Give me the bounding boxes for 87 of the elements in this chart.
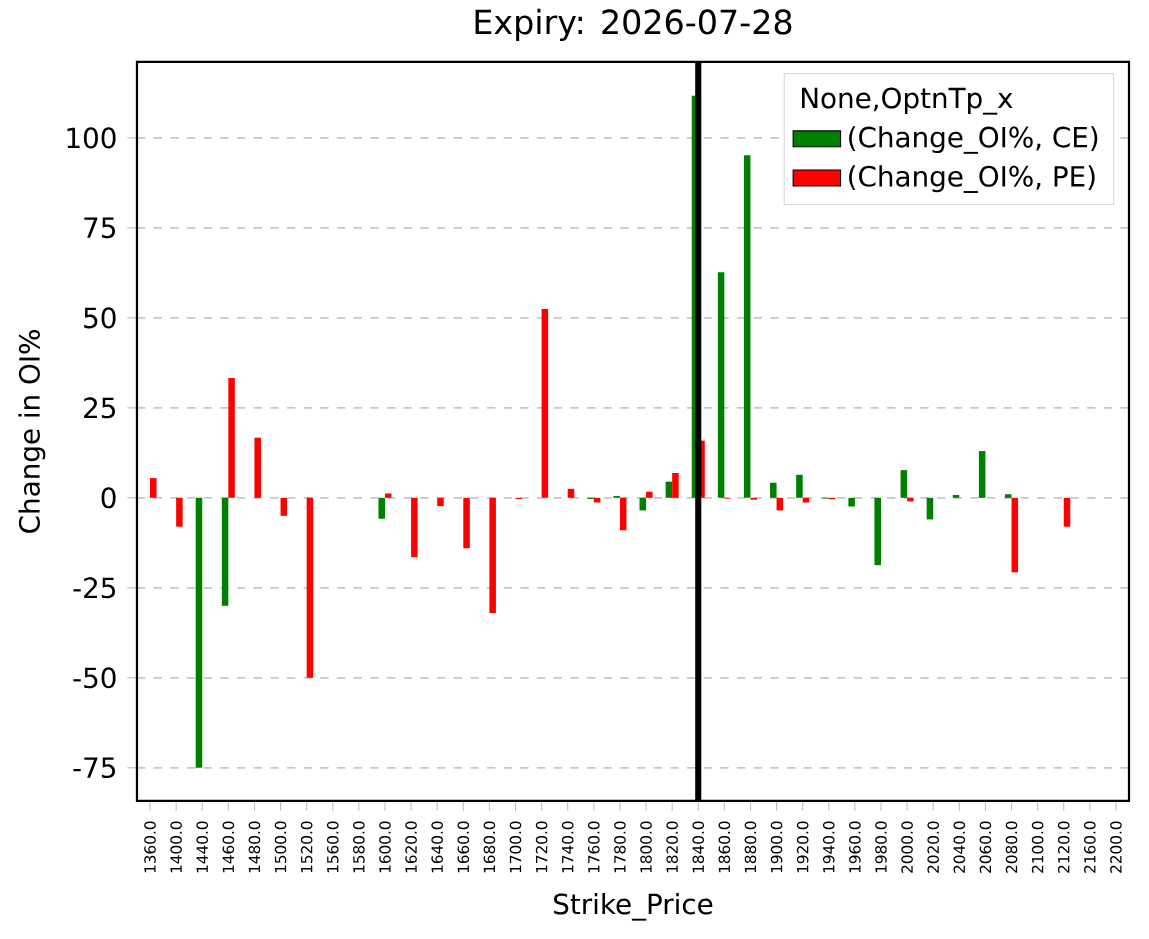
x-tick-label: 1920.0 bbox=[796, 821, 809, 873]
bar bbox=[306, 497, 314, 678]
bar bbox=[646, 491, 653, 498]
x-tick-label: 1760.0 bbox=[588, 821, 600, 873]
x-tick-label: 1780.0 bbox=[614, 821, 626, 873]
x-tick-label: 1700.0 bbox=[509, 821, 522, 873]
x-tick-label: 1940.0 bbox=[822, 821, 835, 873]
y-tick-label: 100 bbox=[67, 127, 116, 149]
x-tick-label: 1660.0 bbox=[457, 821, 470, 873]
x-tick-label: 1800.0 bbox=[640, 821, 652, 873]
bar bbox=[195, 497, 203, 768]
chart-title: Expiry: 2026-07-28 bbox=[475, 8, 792, 42]
y-tick-label: -25 bbox=[73, 577, 115, 599]
x-tick-label: 2200.0 bbox=[1110, 821, 1122, 873]
x-axis-title: Strike_Price bbox=[554, 892, 713, 921]
bar bbox=[411, 497, 418, 558]
bar bbox=[619, 497, 627, 531]
x-tick-label: 1500.0 bbox=[274, 821, 287, 873]
bar bbox=[672, 473, 679, 498]
x-tick-label: 1740.0 bbox=[561, 821, 574, 873]
x-tick-label: 2040.0 bbox=[953, 821, 966, 873]
bar bbox=[1011, 497, 1019, 573]
y-axis-title: Change in OI% bbox=[18, 330, 46, 533]
x-tick-label: 1600.0 bbox=[379, 821, 391, 873]
bar bbox=[802, 497, 810, 503]
bar bbox=[796, 474, 803, 498]
bar bbox=[489, 497, 496, 614]
x-tick-label: 1400.0 bbox=[170, 821, 182, 873]
bar bbox=[221, 497, 229, 606]
bar bbox=[770, 482, 777, 498]
x-tick-label: 2060.0 bbox=[979, 821, 992, 873]
x-tick-label: 1520.0 bbox=[300, 821, 313, 873]
x-tick-label: 1680.0 bbox=[483, 821, 496, 873]
x-tick-label: 2020.0 bbox=[927, 821, 939, 873]
y-tick-label: 0 bbox=[101, 487, 116, 509]
bar bbox=[384, 493, 392, 498]
y-tick-label: 50 bbox=[84, 307, 116, 329]
x-tick-label: 1360.0 bbox=[144, 821, 156, 873]
bar bbox=[176, 497, 183, 527]
bar bbox=[150, 478, 157, 498]
legend-label: (Change_OI%, CE) bbox=[849, 126, 1098, 154]
x-tick-label: 2000.0 bbox=[901, 821, 913, 873]
bar bbox=[437, 497, 444, 507]
x-tick-label: 1820.0 bbox=[666, 821, 678, 873]
bar bbox=[1063, 497, 1071, 527]
bar bbox=[228, 377, 235, 498]
x-tick-label: 1620.0 bbox=[405, 821, 417, 873]
bar bbox=[907, 497, 914, 502]
bar bbox=[874, 497, 881, 566]
x-tick-label: 1840.0 bbox=[692, 821, 705, 873]
bar bbox=[254, 437, 261, 498]
y-tick-label: -50 bbox=[73, 667, 116, 689]
bar bbox=[848, 497, 855, 507]
x-tick-label: 1900.0 bbox=[770, 821, 783, 873]
legend-title: None,OptnTp_x bbox=[802, 87, 1013, 115]
x-tick-label: 1480.0 bbox=[248, 821, 261, 873]
bar bbox=[717, 272, 725, 498]
x-tick-label: 1460.0 bbox=[222, 821, 235, 873]
x-tick-label: 1860.0 bbox=[718, 821, 731, 873]
bar bbox=[378, 497, 385, 519]
x-tick-label: 2100.0 bbox=[1031, 821, 1044, 873]
x-tick-label: 2120.0 bbox=[1057, 821, 1070, 873]
bar bbox=[541, 308, 549, 498]
x-tick-label: 1720.0 bbox=[535, 821, 548, 873]
y-tick-label: 75 bbox=[84, 217, 115, 239]
x-tick-label: 1580.0 bbox=[353, 821, 365, 873]
x-tick-label: 2080.0 bbox=[1005, 821, 1018, 873]
x-tick-label: 1640.0 bbox=[431, 821, 443, 873]
bar bbox=[952, 494, 960, 498]
x-tick-label: 1560.0 bbox=[326, 821, 339, 873]
legend-label: (Change_OI%, PE) bbox=[849, 165, 1095, 193]
bar bbox=[593, 497, 601, 503]
bar bbox=[978, 451, 986, 498]
bar bbox=[567, 488, 575, 498]
y-tick-label: 25 bbox=[84, 397, 115, 419]
x-tick-label: 1980.0 bbox=[875, 821, 887, 873]
bar bbox=[665, 481, 673, 498]
y-tick-label: -75 bbox=[73, 757, 115, 779]
bar bbox=[1005, 494, 1012, 498]
x-tick-label: 1960.0 bbox=[849, 821, 861, 873]
bar bbox=[743, 155, 751, 498]
bar bbox=[900, 470, 908, 498]
bar bbox=[463, 497, 470, 549]
x-tick-label: 1880.0 bbox=[744, 821, 757, 873]
x-tick-label: 1440.0 bbox=[196, 821, 209, 873]
x-tick-label: 2160.0 bbox=[1084, 821, 1096, 873]
bar bbox=[280, 497, 288, 516]
